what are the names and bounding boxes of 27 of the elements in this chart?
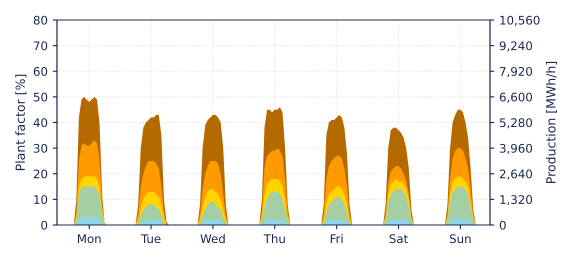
x-tick-label: Mon <box>78 234 101 244</box>
x-tick-label: Fri <box>330 234 343 243</box>
y-tick-label: 60 <box>34 66 48 76</box>
y2-tick-label: 5,280 <box>500 118 532 128</box>
y-tick-label: 10 <box>34 195 48 204</box>
y2-tick-label: 1,320 <box>500 195 532 206</box>
y-tick-label: 80 <box>34 16 48 25</box>
x-tick-label: Tue <box>140 234 161 244</box>
x-tick-label: Sun <box>450 234 471 244</box>
y2-tick-label: 7,920 <box>500 66 532 78</box>
y2-tick-label: 9,240 <box>500 41 532 52</box>
y-tick-label: 70 <box>34 41 48 50</box>
y2-axis-title: Production [MWh/h] <box>546 62 558 183</box>
y-axis-title: Plant factor [%] <box>15 74 26 170</box>
y-tick-label: 40 <box>34 118 48 128</box>
y2-tick-label: 2,640 <box>500 169 532 180</box>
y2-tick-label: 6,600 <box>500 92 532 103</box>
x-tick-label: Thu <box>264 234 285 244</box>
y2-tick-label: 0 <box>500 220 506 230</box>
x-tick-label: Sat <box>390 234 408 244</box>
y-tick-label: 30 <box>34 144 48 153</box>
x-tick-label: Wed <box>200 234 225 244</box>
y2-tick-label: 3,960 <box>500 144 532 154</box>
y2-tick-label: 10,560 <box>500 16 540 26</box>
y-tick-label: 50 <box>34 92 48 102</box>
y-tick-label: 20 <box>34 169 48 178</box>
y-tick-label: 0 <box>41 220 48 230</box>
